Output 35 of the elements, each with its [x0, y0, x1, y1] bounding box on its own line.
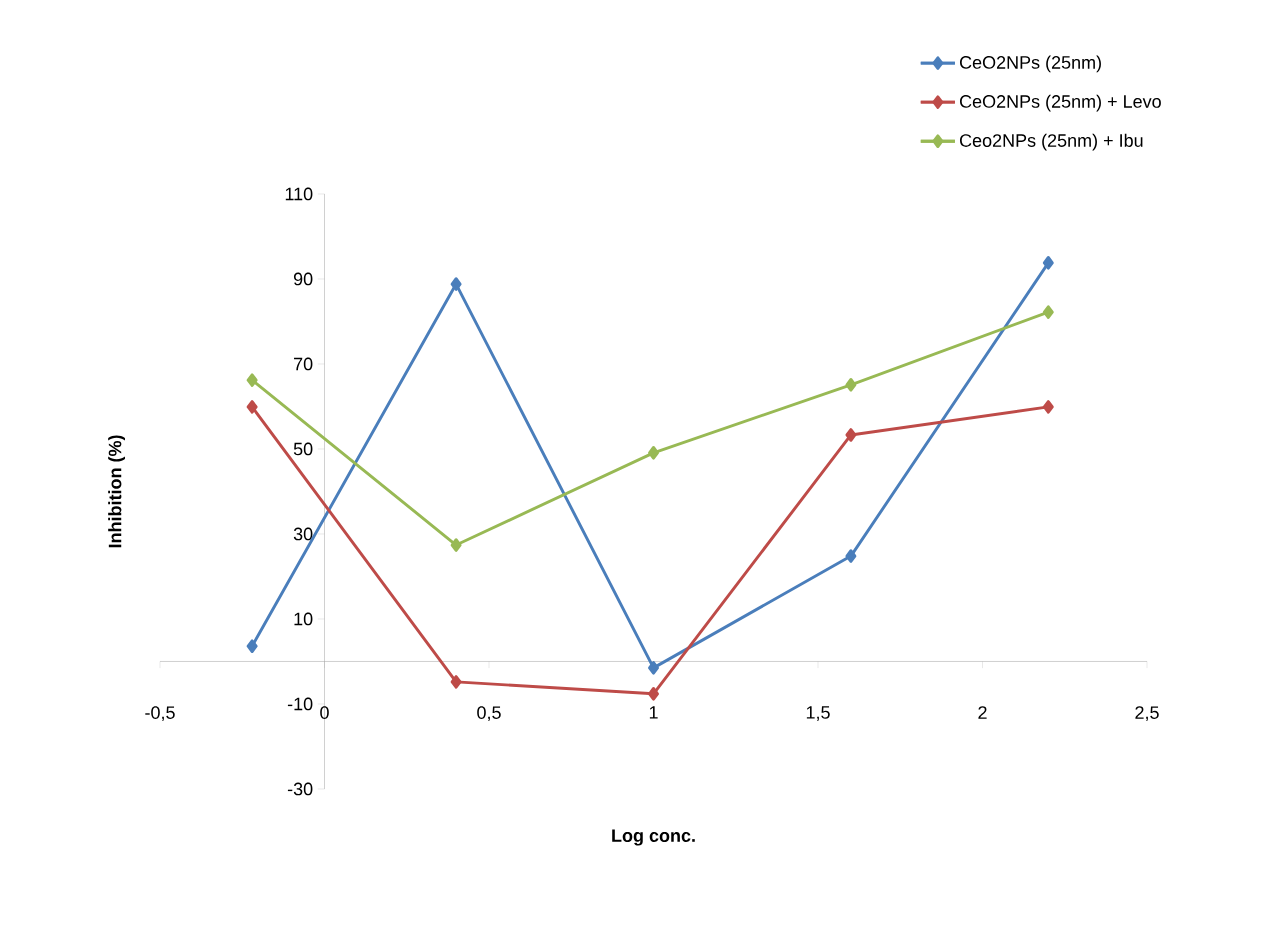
point	[845, 549, 857, 563]
x-tick-label: 2	[978, 706, 987, 719]
point	[648, 686, 659, 701]
point	[1042, 305, 1054, 319]
legend-label: CeO2NPs (25nm) + Levo	[959, 94, 1161, 112]
point	[246, 400, 258, 414]
point	[450, 277, 462, 291]
x-tick-label: 1	[649, 706, 658, 719]
x-tick-label: 0,5	[477, 706, 501, 722]
point	[450, 675, 462, 689]
x-tick-label: 2,5	[1135, 706, 1159, 722]
x-tick-label: -0,5	[145, 706, 175, 722]
x-axis-title: Log conc.	[612, 829, 695, 846]
legend-label: Ceo2NPs (25nm) + Ibu	[959, 133, 1143, 151]
point	[1042, 400, 1054, 414]
y-tick-label: 110	[285, 187, 313, 201]
x-tick-label: 0	[320, 706, 329, 719]
y-tick-label: -30	[287, 782, 313, 796]
point	[246, 639, 258, 653]
point	[648, 446, 659, 460]
x-tick-label: 1,5	[806, 706, 830, 721]
legend-label: CeO2NPs (25nm)	[959, 55, 1101, 73]
y-tick-label: -10	[287, 697, 313, 711]
point	[845, 428, 857, 442]
y-axis-title: Inhibition (%)	[108, 435, 125, 548]
y-tick-label: 90	[293, 272, 313, 286]
y-tick-label: 50	[293, 442, 313, 456]
point	[845, 378, 857, 392]
point	[648, 661, 659, 675]
point	[1042, 256, 1054, 270]
point	[450, 538, 462, 552]
y-tick-label: 10	[294, 612, 313, 626]
y-tick-label: 70	[294, 357, 313, 371]
y-tick-label: 30	[293, 527, 313, 541]
point	[246, 373, 258, 387]
